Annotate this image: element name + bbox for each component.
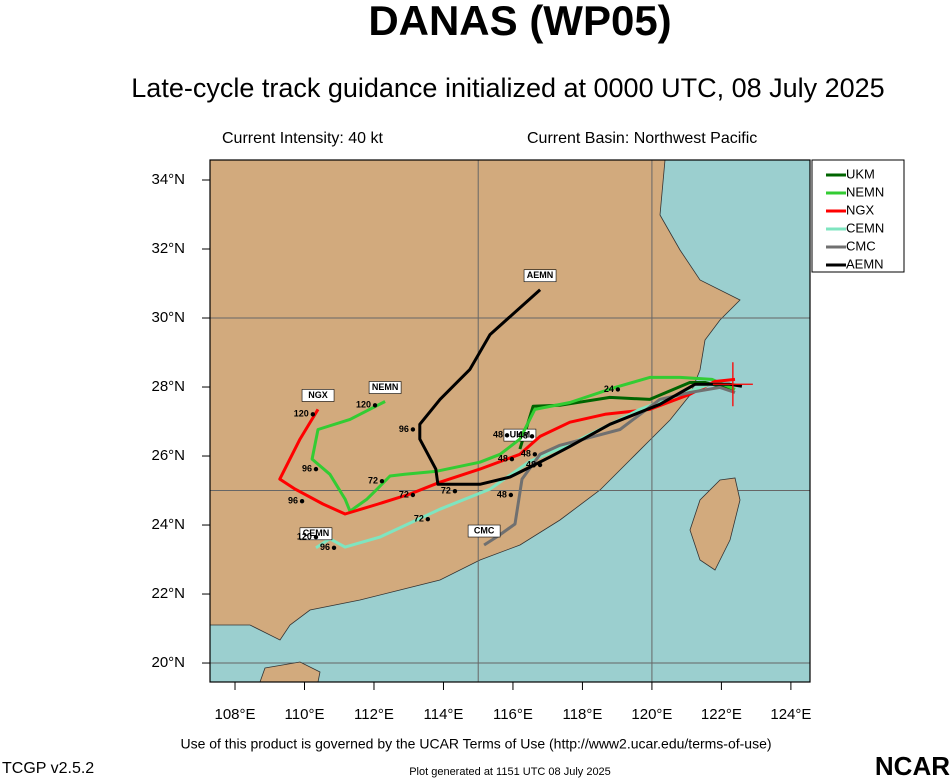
hour-label: 48 [518,431,528,441]
forecast-point [331,545,337,550]
forecast-point [410,492,416,498]
hour-label: 120 [294,409,309,419]
y-tick-label: 20°N [151,654,185,671]
intensity: Current Intensity: 40 kt [222,130,384,147]
hainan [259,661,321,682]
hour-label: 72 [414,514,424,524]
x-tick-label: 124°E [770,706,811,723]
track-end-label: CMC [467,524,501,538]
hour-label: 72 [441,486,451,496]
hour-label: 48 [526,459,536,469]
label-box [368,381,402,394]
tracks: UKM NEMN NGX CEMN CMC AEMN 120 120 96 96 96 120 96 72… [278,269,753,552]
forecast-point [310,412,316,417]
track-name: NGX [308,390,328,400]
x-tick-label: 114°E [424,706,464,723]
y-tick-label: 22°N [151,585,185,602]
forecast-point [452,489,458,494]
legend-label: CMC [846,238,876,253]
track-end-label: CEMN [299,527,333,541]
hour-label: 96 [302,464,312,474]
forecast-point [504,433,510,438]
hour-label: 96 [288,496,298,506]
track-name: CEMN [303,528,330,538]
y-tick-label: 32°N [151,240,185,257]
track-end-label: UKM [503,428,537,442]
track-line [418,288,743,486]
legend-label: NEMN [846,184,884,199]
forecast-point [537,462,543,468]
hour-label: 72 [399,489,409,499]
track-end-label: NGX [301,389,335,402]
hour-label: 48 [521,449,531,459]
x-tick-label: 116°E [493,706,533,723]
label-box [467,524,501,538]
track-name: CMC [474,525,495,535]
legend: UKM NEMN NGX CEMN CMC AEMN [811,159,905,273]
label-box [301,389,335,402]
track-line [310,375,736,513]
hour-label: 72 [368,476,378,486]
legend-label: NGX [846,202,875,217]
x-tick-label: 112°E [354,706,394,723]
subtitle: Late-cycle track guidance initialized at… [131,73,884,103]
forecast-point [529,434,535,439]
forecast-point [313,534,319,540]
label-box [503,428,537,442]
generated: Plot generated at 1151 UTC 08 July 2025 [409,766,611,778]
label-box [299,527,333,541]
x-tick-label: 110°E [285,706,325,723]
legend-box [811,159,905,273]
y-tick-label: 30°N [151,309,185,326]
forecast-point [410,427,416,432]
y-tick-label: 28°N [151,378,185,395]
track-line [483,385,736,547]
x-tick-label: 108°E [214,706,255,723]
forecast-point [313,466,319,472]
hour-label: 96 [399,424,409,434]
hour-label: 96 [320,542,330,552]
x-tick-label: 118°E [562,706,602,723]
current-position [712,362,753,407]
label-box [523,269,557,283]
forecast-point [509,456,515,462]
basin: Current Basin: Northwest Pacific [527,130,757,147]
y-tick-label: 24°N [151,516,185,533]
track-name: UKM [510,429,531,439]
title: DANAS (WP05) [368,0,671,44]
forecast-point [379,479,385,484]
legend-label: AEMN [846,256,884,271]
hour-label: 24 [604,384,614,394]
hour-label: 120 [297,531,312,541]
hour-label: 48 [497,489,507,499]
footer: Use of this product is governed by the U… [180,736,771,752]
track-end-label: NEMN [368,381,402,394]
forecast-point [615,387,621,392]
y-tick-label: 34°N [151,171,185,188]
track-name: NEMN [372,382,399,392]
x-tick-label: 122°E [701,706,742,723]
ocean [210,160,810,682]
track-end-label: AEMN [523,269,557,283]
logo: NCAR [875,751,950,780]
map: UKM NEMN NGX CEMN CMC AEMN 120 120 96 96 96 120 96 72… [210,160,810,682]
forecast-point [508,492,514,498]
legend-label: CEMN [846,220,884,235]
x-tick-label: 120°E [631,706,672,723]
track-name: AEMN [527,270,554,280]
hour-label: 48 [493,430,503,440]
forecast-point [372,403,378,408]
y-tick-label: 26°N [151,447,185,464]
map-frame [209,159,811,683]
hour-label: 48 [498,453,508,463]
forecast-point [532,452,538,457]
forecast-point [299,499,305,504]
legend-label: UKM [846,166,875,181]
track-line [518,381,734,450]
forecast-point [425,516,431,522]
version: TCGP v2.5.2 [2,760,94,777]
hour-label: 120 [356,400,371,410]
taiwan [689,477,741,571]
